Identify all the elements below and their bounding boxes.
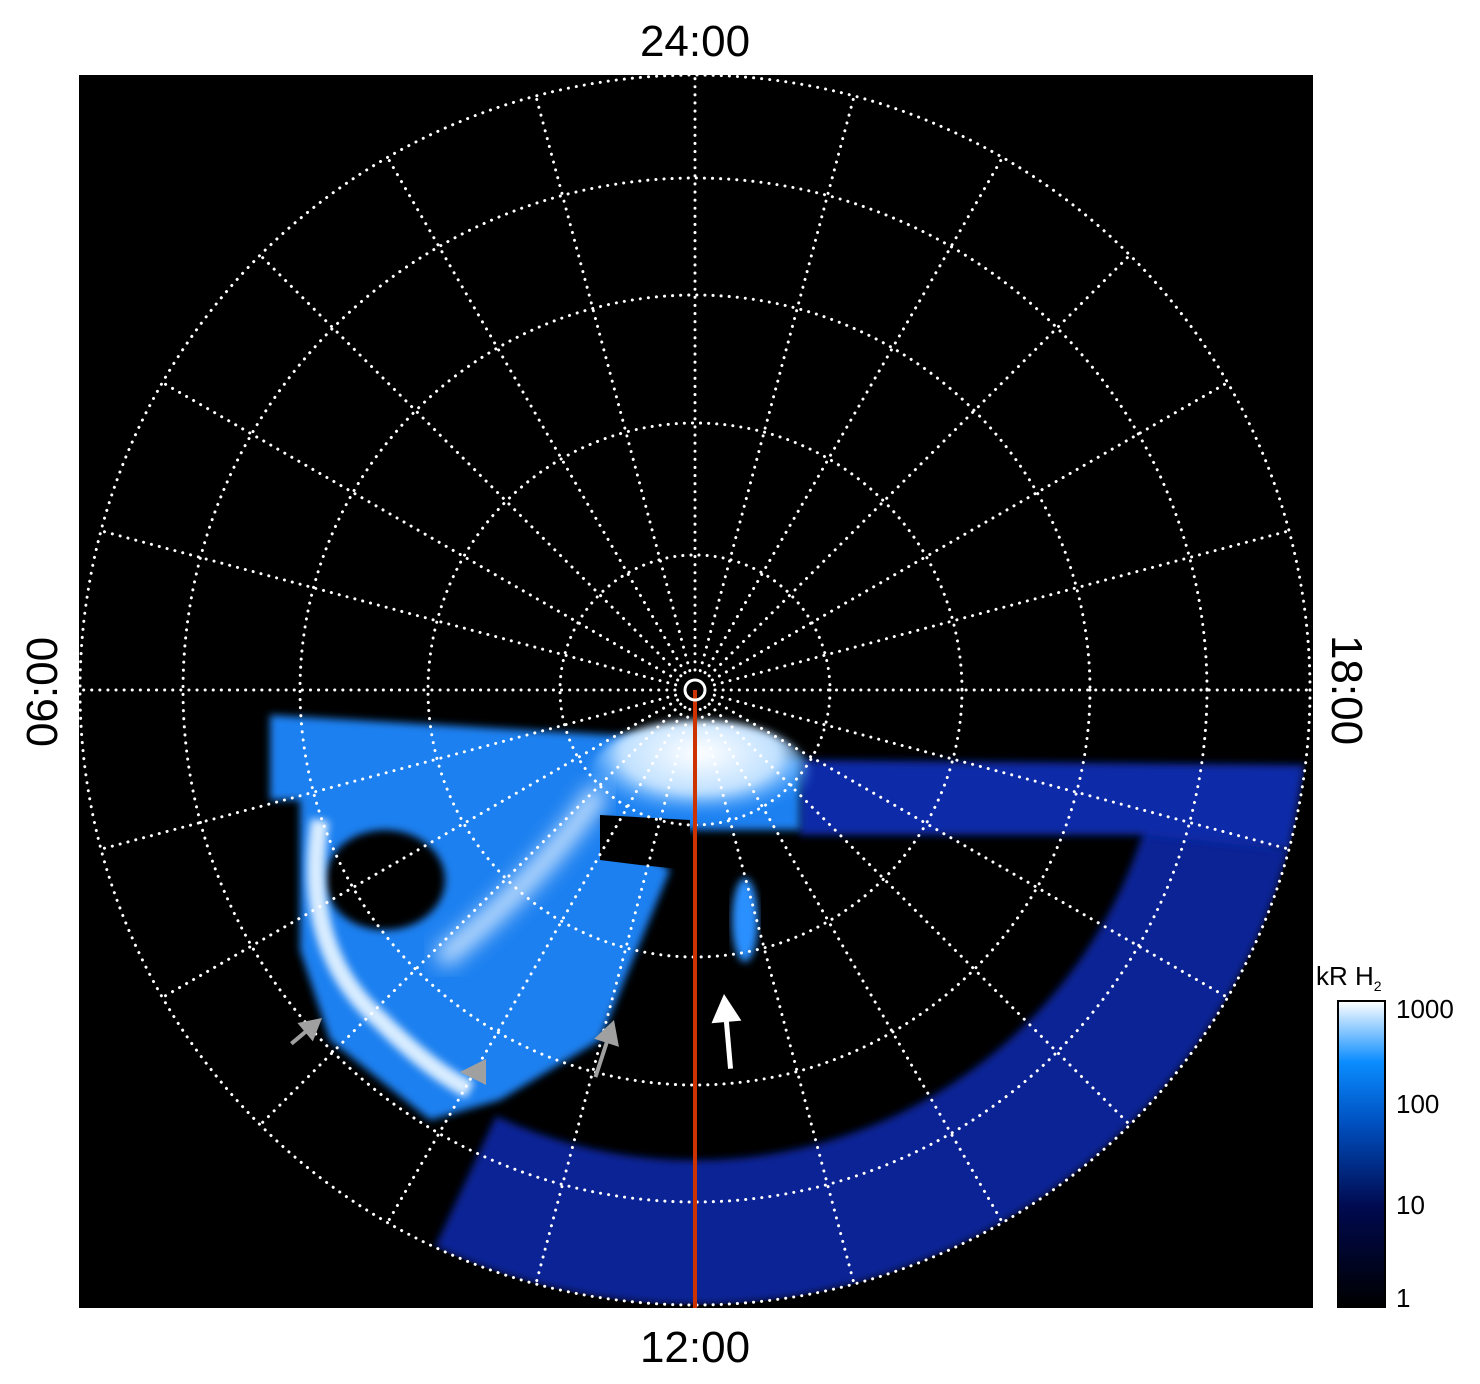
label-right: 18:00 (1322, 635, 1371, 745)
bright-cusp-emission (590, 720, 810, 830)
pole-marker (683, 678, 707, 702)
colorbar-gradient (1337, 1000, 1386, 1308)
bright-arc-inner (433, 784, 609, 968)
label-left: 06:00 (18, 637, 67, 747)
colorbar-tick-10: 10 (1396, 1190, 1425, 1220)
label-bottom: 12:00 (640, 1323, 750, 1372)
gray-arrow-1 (290, 1018, 322, 1046)
dark-gap (600, 815, 690, 870)
polar-void (325, 830, 445, 930)
arrows (290, 994, 742, 1085)
colorbar-tick-100: 100 (1396, 1089, 1439, 1119)
latitude-circle (426, 421, 964, 959)
outer-emission-band (435, 812, 1289, 1305)
latitude-circle (181, 176, 1209, 1204)
gray-arrow-3 (593, 1020, 619, 1078)
colorbar-label: kR H2 (1316, 961, 1382, 994)
isolated-spot (732, 878, 758, 962)
colorbar-tick-1000: 1000 (1396, 994, 1454, 1024)
colorbar: kR H2 1000 100 10 1 (1316, 961, 1454, 1313)
gray-arrow-2 (460, 1059, 486, 1085)
dusk-emission-band (800, 760, 1305, 850)
white-arrow (711, 994, 742, 1069)
latitude-circle (298, 293, 1092, 1087)
label-top: 24:00 (640, 17, 750, 66)
bright-arc (307, 818, 475, 1099)
colorbar-tick-1: 1 (1396, 1283, 1410, 1313)
aurora-emission (270, 715, 1305, 1305)
latitude-circle (79, 75, 1312, 1307)
